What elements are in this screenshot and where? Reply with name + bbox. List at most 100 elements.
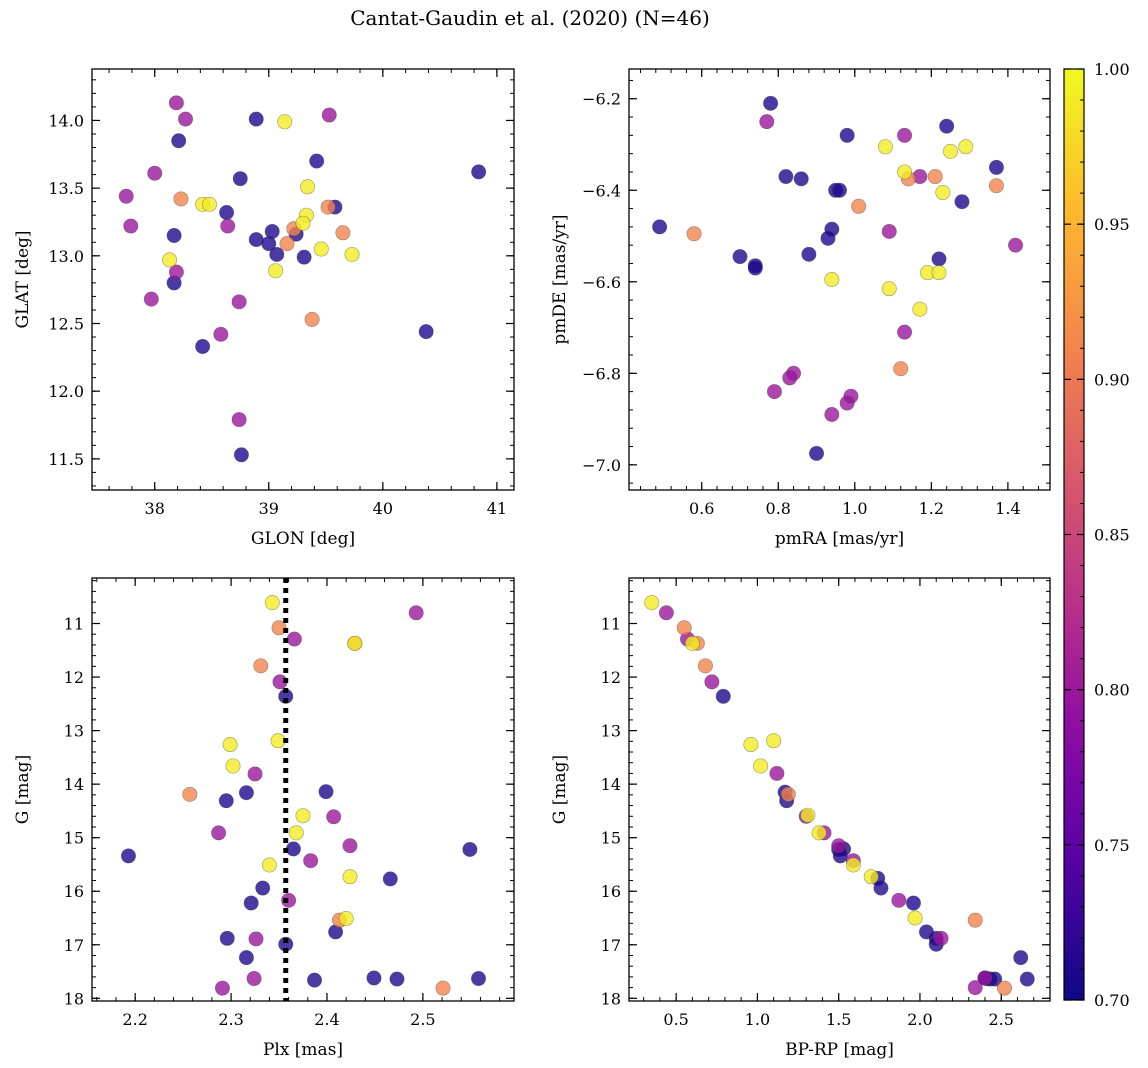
colorbar-gradient: [1064, 69, 1084, 1000]
scatter-point: [248, 931, 264, 947]
scatter-point: [766, 733, 782, 749]
y-axis-label: pmDE [mas/yr]: [550, 214, 570, 344]
scatter-point: [435, 980, 451, 996]
scatter-point: [120, 848, 136, 864]
scatter-point: [219, 930, 235, 946]
scatter-point: [697, 658, 713, 674]
colorbar-tick-label: 0.75: [1094, 836, 1130, 855]
scatter-point: [1019, 971, 1035, 987]
scatter-point: [839, 395, 855, 411]
scatter-point: [684, 635, 700, 651]
scatter-point: [321, 107, 337, 123]
scatter-point: [939, 118, 955, 134]
scatter-point: [162, 252, 178, 268]
scatter-point: [715, 688, 731, 704]
y-tick-label: 14: [64, 775, 84, 794]
scatter-point: [891, 892, 907, 908]
scatter-point: [686, 226, 702, 242]
y-tick-label: −7.0: [582, 456, 621, 475]
scatter-point: [123, 218, 139, 234]
scatter-point: [753, 758, 769, 774]
x-tick-label: 1.4: [995, 499, 1020, 518]
y-tick-label: 14.0: [48, 111, 84, 130]
colorbar-tick-label: 0.85: [1094, 526, 1130, 545]
figure-title: Cantat-Gaudin et al. (2020) (N=46): [350, 6, 710, 30]
scatter-point: [326, 809, 342, 825]
scatter-point: [225, 758, 241, 774]
scatter-point: [335, 225, 351, 241]
y-axis-label: GLAT [deg]: [13, 230, 33, 328]
scatter-point: [213, 326, 229, 342]
scatter-point: [211, 825, 227, 841]
scatter-point: [763, 95, 779, 111]
scatter-point: [893, 361, 909, 377]
scatter-point: [863, 869, 879, 885]
scatter-point: [471, 971, 487, 987]
y-tick-label: 18: [64, 989, 84, 1008]
scatter-point: [824, 406, 840, 422]
scatter-point: [253, 658, 269, 674]
y-tick-label: 13: [601, 722, 621, 741]
scatter-point: [295, 808, 311, 824]
scatter-point: [218, 793, 234, 809]
scatter-point: [269, 246, 285, 262]
scatter-point: [303, 853, 319, 869]
scatter-points: [652, 95, 1024, 461]
y-tick-label: 15: [601, 829, 621, 848]
scatter-point: [907, 910, 923, 926]
scatter-point: [732, 249, 748, 265]
minor-ticks: [629, 69, 1050, 490]
scatter-point: [233, 447, 249, 463]
scatter-point: [778, 169, 794, 185]
x-tick-label: 2.2: [122, 1010, 147, 1029]
colorbar-tick-label: 0.80: [1094, 681, 1130, 700]
colorbar-frame: [1063, 68, 1085, 1001]
scatter-point: [222, 737, 238, 753]
scatter-point: [318, 784, 334, 800]
scatter-point: [178, 111, 194, 127]
scatter-point: [644, 595, 660, 611]
scatter-point: [220, 218, 236, 234]
y-tick-label: −6.2: [582, 90, 621, 109]
scatter-point: [195, 339, 211, 355]
scatter-point: [873, 880, 889, 896]
scatter-point: [246, 971, 262, 987]
scatter-point: [704, 674, 720, 690]
axes-frame: [91, 68, 515, 491]
scatter-point: [295, 215, 311, 231]
scatter-point: [247, 766, 263, 782]
scatter-point: [800, 807, 816, 823]
y-tick-label: 13.0: [48, 247, 84, 266]
scatter-point: [933, 930, 949, 946]
scatter-point: [166, 228, 182, 244]
scatter-point: [905, 895, 921, 911]
scatter-point: [652, 219, 668, 235]
y-tick-label: 11.5: [48, 450, 84, 469]
scatter-point: [214, 980, 230, 996]
scatter-point: [147, 165, 163, 181]
x-tick-label: 0.6: [689, 499, 714, 518]
scatter-point: [238, 785, 254, 801]
x-axis-label: Plx [mas]: [263, 1040, 343, 1060]
x-axis-label: GLON [deg]: [251, 529, 355, 549]
scatter-point: [261, 857, 277, 873]
panel-plx-g: 2.2 2.3 2.4 2.5 11 12 13 14 15 16 17 18 Plx [mas] G […: [13, 577, 515, 1060]
x-tick-label: 1.2: [919, 499, 944, 518]
y-tick-label: 18: [601, 989, 621, 1008]
scatter-point: [845, 857, 861, 873]
scatter-point: [342, 838, 358, 854]
y-tick-label: −6.4: [582, 181, 621, 200]
scatter-point: [824, 271, 840, 287]
scatter-point: [281, 892, 297, 908]
x-tick-label: 40: [373, 499, 393, 518]
scatter-point: [927, 169, 943, 185]
y-tick-label: 16: [64, 882, 84, 901]
scatter-point: [271, 620, 287, 636]
scatter-point: [988, 159, 1004, 175]
y-tick-label: 12.5: [48, 314, 84, 333]
scatter-point: [881, 281, 897, 297]
scatter-point: [988, 178, 1004, 194]
scatter-point: [285, 841, 301, 857]
y-axis-label: G [mag]: [550, 755, 570, 824]
scatter-point: [344, 246, 360, 262]
